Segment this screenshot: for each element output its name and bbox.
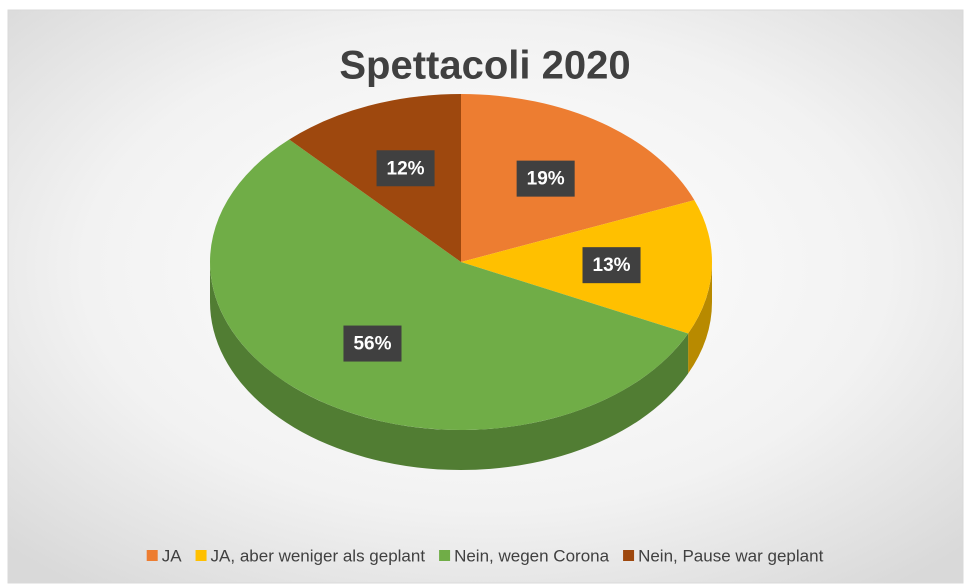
data-label: 56% xyxy=(353,334,391,355)
data-label-box xyxy=(582,247,641,284)
data-label-box xyxy=(516,160,575,197)
legend-label: Nein, wegen Corona xyxy=(454,546,610,565)
slice-side xyxy=(688,262,712,374)
legend-label: Nein, Pause war geplant xyxy=(638,546,824,565)
slice-side xyxy=(210,262,689,470)
slice xyxy=(210,139,689,430)
data-label-box xyxy=(343,325,402,362)
legend-swatch xyxy=(439,550,451,561)
data-label: 12% xyxy=(387,158,425,179)
slice xyxy=(289,94,461,262)
legend-swatch xyxy=(195,550,207,561)
legend-label: JA xyxy=(162,546,183,565)
slice xyxy=(461,94,695,262)
data-label: 19% xyxy=(527,169,565,190)
legend-swatch xyxy=(146,550,158,561)
data-label: 13% xyxy=(593,255,631,276)
chart-title: Spettacoli 2020 xyxy=(339,44,630,88)
legend-label: JA, aber weniger als geplant xyxy=(211,546,426,565)
data-label-box xyxy=(376,150,435,187)
legend-swatch xyxy=(623,550,635,561)
